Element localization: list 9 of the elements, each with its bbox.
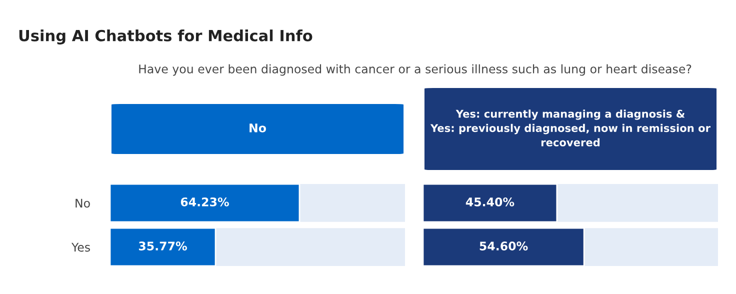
text: Have you ever been diagnosed with cancer or a serious illness such as lung or heart disease?: [139, 64, 692, 76]
data-label: 54.60%: [480, 242, 528, 250]
y-tick-label: Yes: [71, 242, 90, 252]
data-label: 35.77%: [138, 242, 187, 250]
chart-title: Yes: currently managing a diagnosis & Yes: previously diagnosed, now in remission or recovered: [430, 110, 710, 146]
data-label: 45.40%: [466, 197, 514, 206]
text: Using AI Chatbots for Medical Info: [19, 30, 312, 44]
data-label: 64.23%: [180, 197, 229, 206]
chart-title: No: [250, 124, 266, 132]
